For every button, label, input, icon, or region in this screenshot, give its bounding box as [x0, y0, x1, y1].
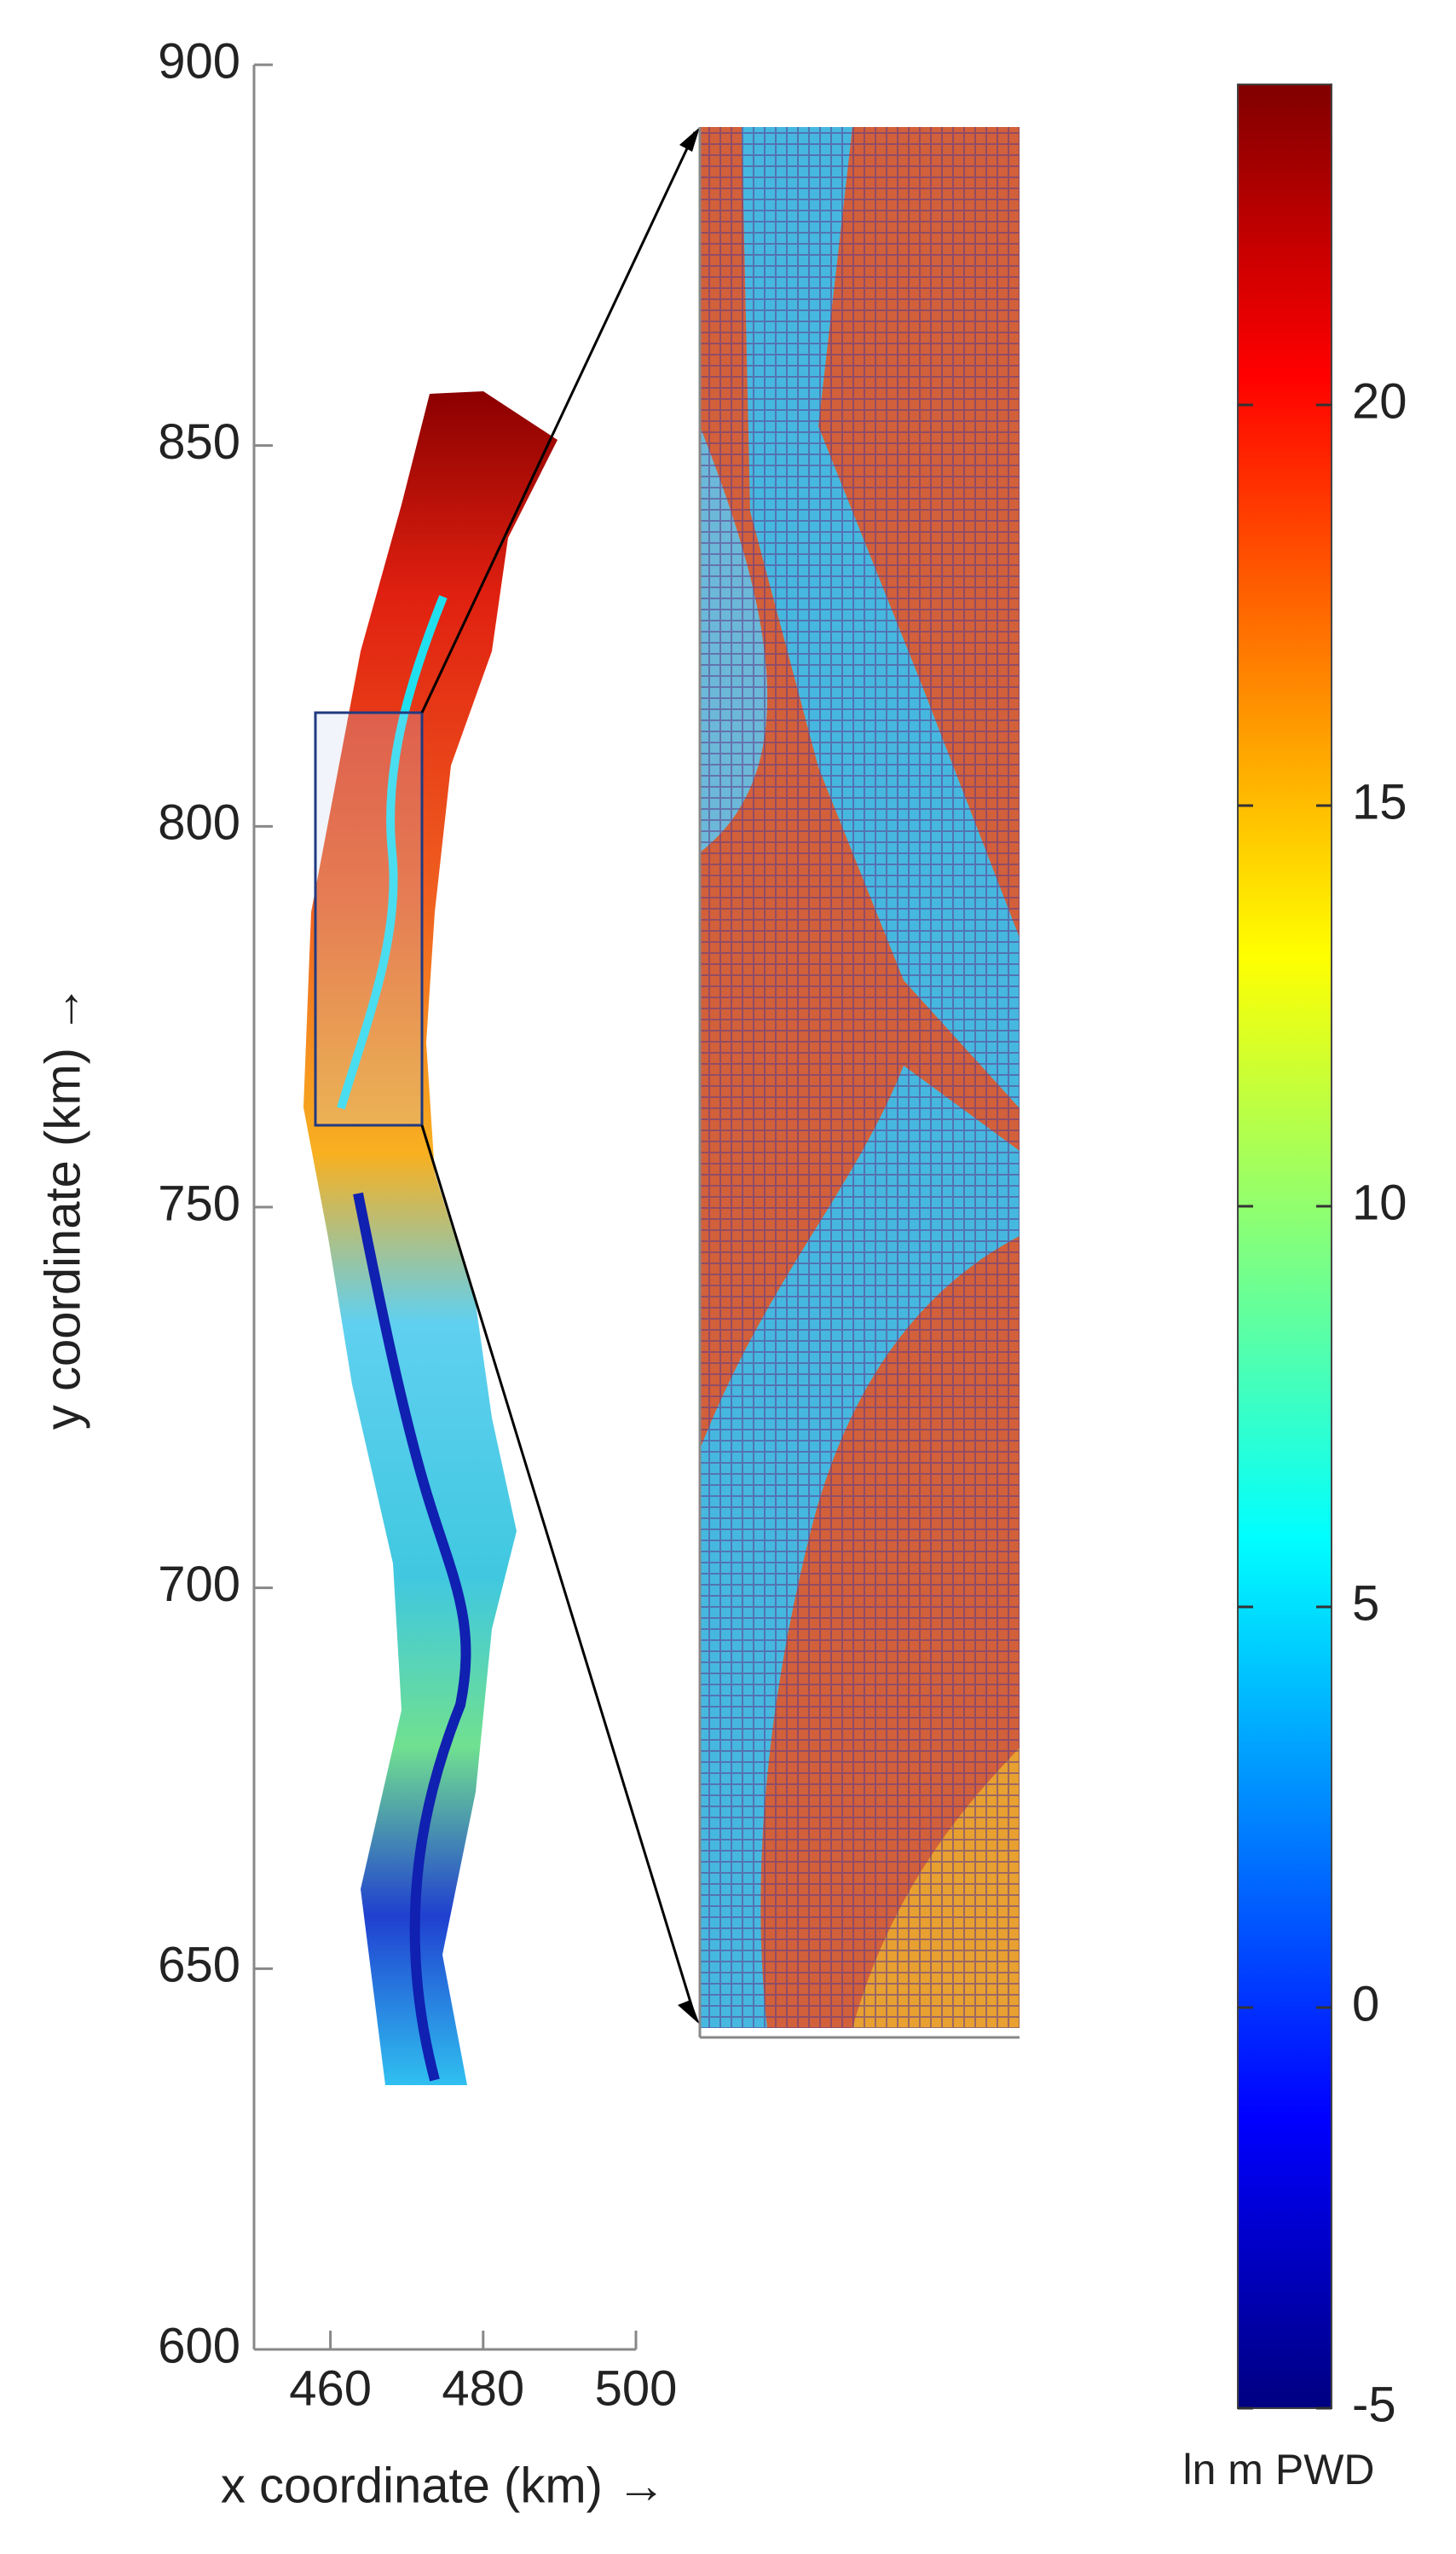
y-tick-label: 750 [158, 1176, 240, 1231]
colorbar-tick-label: 15 [1352, 774, 1407, 829]
colorbar-tick-label: 0 [1352, 1976, 1379, 2031]
arrow-head [678, 2000, 700, 2025]
x-axis-label: x coordinate (km) → [221, 2458, 666, 2513]
colorbar-tick-label: -5 [1352, 2377, 1396, 2432]
y-tick-label: 600 [158, 2318, 240, 2373]
colorbar-label: ln m PWD [1183, 2446, 1375, 2493]
y-axis-label: y coordinate (km) → [35, 985, 90, 1430]
colorbar-tick-label: 20 [1352, 373, 1407, 429]
channel [337, 595, 448, 1110]
inset [700, 127, 1020, 2028]
river-map [252, 65, 1020, 2351]
colorbar-tick-label: 5 [1352, 1575, 1379, 1631]
zoom-arrow [420, 131, 696, 714]
x-tick-label: 480 [442, 2360, 524, 2416]
zoom-box [314, 711, 424, 1127]
colorbar [1237, 84, 1332, 2409]
y-tick-label: 850 [158, 414, 240, 470]
x-tick-label: 460 [289, 2360, 372, 2416]
y-tick-label: 900 [158, 33, 240, 89]
river [303, 391, 558, 2085]
colorbar-tick-label: 10 [1352, 1175, 1407, 1230]
y-tick-label: 800 [158, 795, 240, 851]
y-tick-label: 700 [158, 1557, 240, 1612]
y-tick-label: 650 [158, 1938, 240, 1993]
zoom-arrow [420, 1124, 696, 2017]
channel [353, 1192, 471, 2082]
x-tick-label: 500 [595, 2360, 678, 2416]
arrow-head [679, 127, 700, 152]
